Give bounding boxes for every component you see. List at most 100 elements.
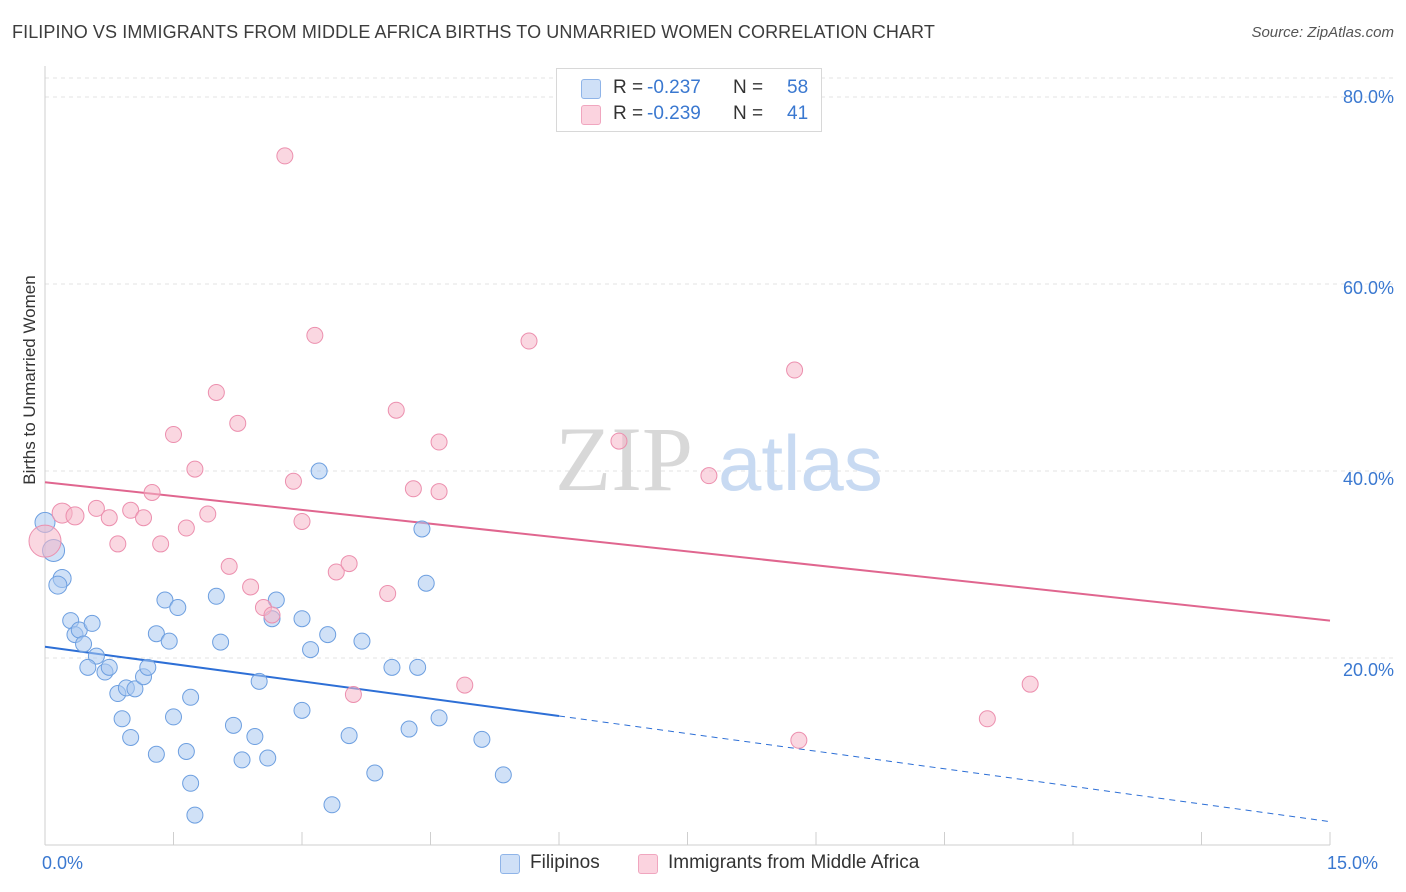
trend-line-extension	[558, 715, 1331, 823]
filipinos-point	[156, 591, 174, 609]
middle-africa-point	[242, 578, 260, 596]
trend-lines	[44, 481, 1331, 823]
filipinos-point	[126, 680, 144, 698]
filipinos-point	[48, 575, 68, 595]
middle-africa-point	[100, 509, 118, 527]
filipinos-point	[250, 672, 268, 690]
n-value: 58	[787, 77, 809, 98]
middle-africa-point	[87, 499, 105, 517]
filipinos-point	[207, 587, 225, 605]
middle-africa-point	[610, 432, 628, 450]
filipinos-point	[212, 633, 230, 651]
legend-label: Filipinos	[530, 852, 600, 873]
filipinos-point	[293, 701, 311, 719]
filipinos-point	[169, 599, 187, 617]
middle-africa-point	[186, 460, 204, 478]
trend-line	[44, 481, 1331, 622]
x-tick-label-min: 0.0%	[42, 853, 84, 873]
filipinos-point	[113, 710, 131, 728]
legend-swatch-filipinos	[500, 854, 520, 874]
y-tick-label-60: 60.0%	[1342, 278, 1394, 298]
middle-africa-point	[379, 584, 397, 602]
filipinos-point	[147, 745, 165, 763]
middle-africa-point	[340, 555, 358, 573]
middle-africa-point	[220, 557, 238, 575]
y-axis-label: Births to Unmarried Women	[20, 275, 39, 485]
filipinos-point	[323, 796, 341, 814]
filipinos-point	[75, 635, 93, 653]
correlation-legend: R = -0.237 N = 58 R = -0.239 N = 41	[556, 68, 822, 132]
middle-africa-point	[229, 414, 247, 432]
filipinos-point	[302, 641, 320, 659]
r-label: R =	[613, 77, 644, 98]
axes	[44, 66, 1331, 846]
filipinos-point	[182, 688, 200, 706]
middle-africa-point	[404, 480, 422, 498]
n-label: N =	[733, 77, 764, 98]
middle-africa-point	[28, 524, 62, 558]
chart-title: FILIPINO VS IMMIGRANTS FROM MIDDLE AFRIC…	[12, 22, 935, 42]
filipinos-point	[122, 728, 140, 746]
middle-africa-point	[109, 535, 127, 553]
y-tick-label-80: 80.0%	[1342, 87, 1394, 107]
filipinos-point	[139, 658, 157, 676]
x-tick-label-max: 15.0%	[1327, 853, 1379, 873]
filipinos-point	[100, 658, 118, 676]
middle-africa-point	[165, 426, 182, 444]
middle-africa-point	[199, 505, 217, 523]
legend-swatch-middle-africa	[581, 105, 601, 125]
middle-africa-point	[387, 401, 405, 419]
middle-africa-point	[327, 563, 345, 581]
filipinos-point	[182, 774, 200, 792]
watermark-zip: ZIP	[555, 408, 693, 510]
middle-africa-point	[520, 332, 538, 350]
filipinos-point	[246, 728, 264, 746]
filipinos-point	[83, 614, 101, 632]
filipinos-point	[430, 709, 448, 727]
filipinos-point	[165, 708, 182, 726]
filipinos-point	[310, 462, 328, 480]
filipinos-point	[259, 749, 277, 767]
middle-africa-point	[263, 606, 281, 624]
data-points	[28, 147, 1039, 824]
middle-africa-point	[344, 685, 362, 703]
middle-africa-point	[306, 326, 324, 344]
middle-africa-point	[456, 676, 474, 694]
filipinos-point	[224, 716, 242, 734]
r-value: -0.237	[647, 77, 701, 98]
filipinos-point	[494, 766, 512, 784]
middle-africa-point	[177, 519, 195, 537]
filipinos-point	[340, 727, 358, 745]
filipinos-point	[177, 743, 195, 760]
filipinos-point	[186, 806, 204, 824]
filipinos-point	[353, 632, 371, 650]
middle-africa-point	[700, 467, 718, 485]
n-value: 41	[787, 103, 809, 124]
middle-africa-point	[1021, 675, 1039, 693]
source-label: Source: ZipAtlas.com	[1251, 24, 1394, 41]
filipinos-point	[147, 625, 165, 643]
filipinos-point	[293, 610, 311, 628]
r-value: -0.239	[647, 103, 701, 124]
middle-africa-point	[786, 361, 804, 379]
filipinos-point	[409, 658, 427, 676]
filipinos-point	[319, 626, 337, 644]
y-tick-label-20: 20.0%	[1342, 660, 1394, 680]
filipinos-point	[366, 764, 384, 782]
middle-africa-point	[143, 484, 161, 502]
filipinos-point	[233, 751, 251, 769]
legend-swatch-filipinos	[581, 79, 601, 99]
filipinos-point	[383, 658, 401, 676]
middle-africa-point	[135, 509, 153, 527]
legend-swatch-middle-africa	[638, 854, 658, 874]
filipinos-point	[79, 658, 97, 676]
filipinos-point	[417, 574, 435, 592]
middle-africa-point	[430, 433, 448, 451]
legend-label: Immigrants from Middle Africa	[668, 852, 920, 873]
watermark: ZIP atlas	[555, 408, 883, 510]
gridlines	[45, 77, 1395, 659]
middle-africa-point	[122, 501, 140, 519]
n-label: N =	[733, 103, 764, 124]
middle-africa-point	[978, 710, 996, 728]
